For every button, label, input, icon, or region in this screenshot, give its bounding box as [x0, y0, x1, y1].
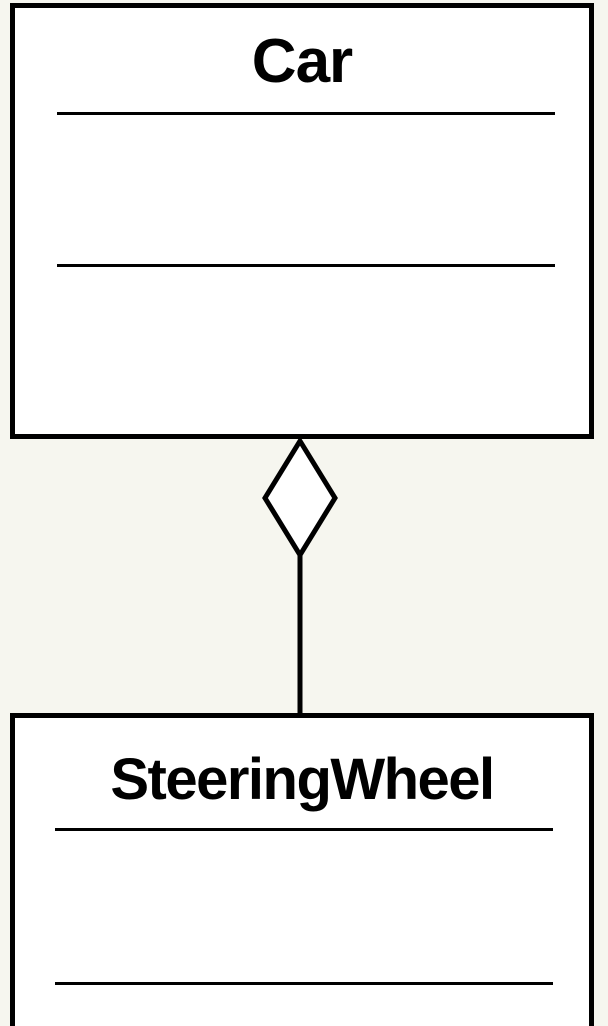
- car-class-box: Car: [10, 3, 594, 439]
- steeringwheel-class-name: SteeringWheel: [110, 747, 495, 812]
- steeringwheel-name-divider: [55, 828, 553, 831]
- aggregation-diamond-icon: [262, 436, 338, 560]
- steeringwheel-attributes-compartment: [57, 832, 555, 980]
- car-class-name: Car: [251, 27, 353, 96]
- steeringwheel-attributes-divider: [55, 982, 553, 985]
- car-name-divider: [57, 112, 555, 115]
- car-attributes-divider: [57, 264, 555, 267]
- steeringwheel-class-box: SteeringWheel: [10, 713, 594, 1026]
